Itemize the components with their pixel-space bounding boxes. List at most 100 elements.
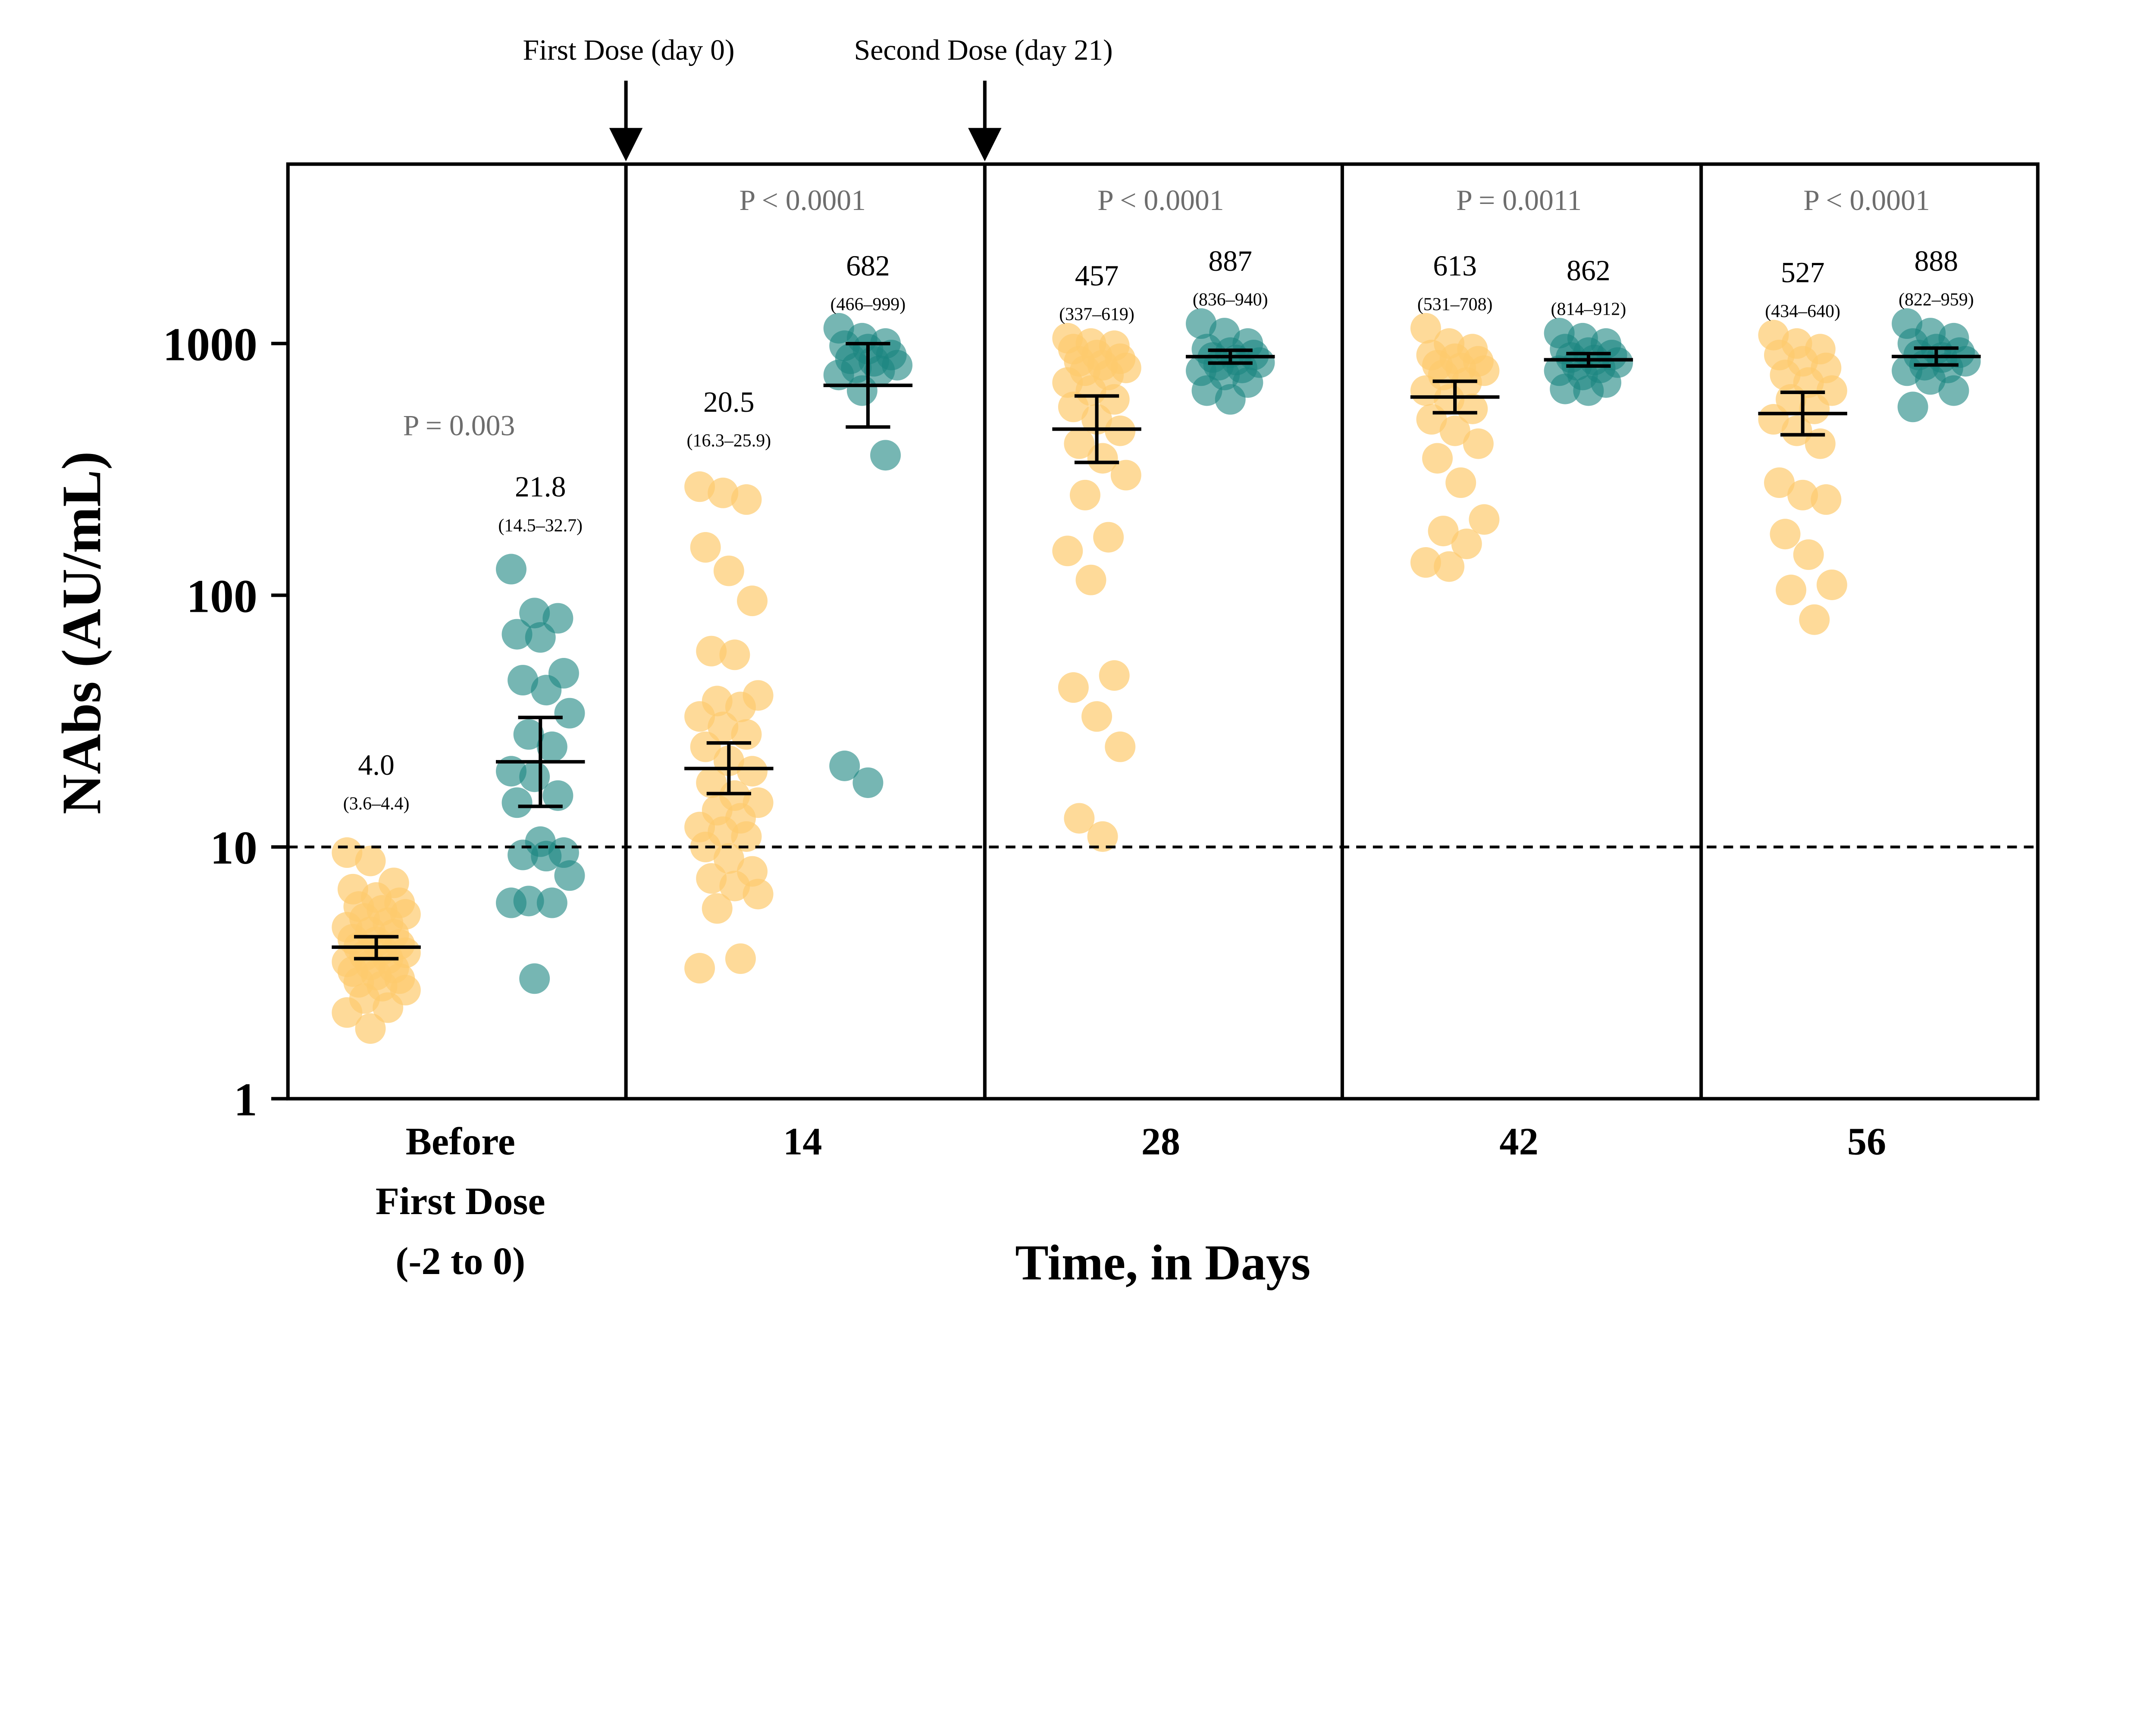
data-point [852, 767, 884, 798]
data-point [725, 692, 756, 723]
data-point [373, 992, 404, 1023]
data-point [829, 750, 860, 781]
ci-label: (822–959) [1899, 290, 1974, 310]
y-tick-label: 1 [234, 1073, 257, 1126]
data-point [554, 698, 585, 729]
y-axis-title: NAbs (AU/mL) [50, 451, 112, 814]
data-point [1805, 428, 1836, 459]
data-point [1938, 375, 1969, 406]
center-value-label: 21.8 [515, 471, 566, 503]
data-point [1064, 803, 1095, 834]
data-point [1185, 308, 1216, 339]
data-point [1892, 355, 1923, 386]
data-point [1573, 375, 1604, 406]
data-point [1434, 551, 1465, 582]
data-point [870, 440, 901, 471]
data-point [725, 943, 756, 974]
data-point [1799, 393, 1830, 424]
data-point [846, 375, 877, 406]
ci-label: (337–619) [1059, 304, 1134, 324]
data-point [719, 639, 750, 670]
data-point [1099, 660, 1130, 691]
data-point [731, 484, 762, 515]
center-value-label: 887 [1208, 245, 1252, 277]
x-tick-label: 28 [1141, 1120, 1180, 1163]
data-point [1764, 467, 1795, 498]
error-bars [332, 341, 1981, 961]
data-point [684, 701, 715, 732]
data-point [536, 887, 567, 918]
data-point [1410, 313, 1441, 344]
data-point [1451, 528, 1482, 559]
data-point [1770, 519, 1801, 550]
data-point [496, 756, 526, 787]
data-point [696, 863, 727, 894]
data-point [332, 997, 363, 1028]
data-point [1439, 415, 1470, 446]
panel-separators [624, 164, 1703, 1099]
data-point [702, 893, 733, 924]
data-point [713, 555, 744, 586]
data-point [531, 841, 562, 872]
data-point [731, 821, 762, 852]
ci-label: (434–640) [1765, 301, 1840, 321]
data-point [525, 622, 556, 653]
ci-label: (3.6–4.4) [343, 794, 410, 814]
p-value-label: P = 0.0011 [1456, 184, 1582, 216]
center-value-label: 862 [1567, 254, 1611, 287]
data-point [1099, 384, 1130, 415]
ci-label: (14.5–32.7) [498, 516, 583, 535]
data-point [1897, 391, 1928, 423]
data-point [1058, 391, 1089, 423]
p-value-label: P = 0.003 [403, 410, 515, 442]
data-point [1215, 384, 1246, 415]
x-tick-label: 42 [1499, 1120, 1538, 1163]
data-point [554, 860, 585, 891]
data-point [684, 471, 715, 502]
data-point [1069, 479, 1100, 510]
x-tick-label: (-2 to 0) [395, 1240, 525, 1283]
center-value-label: 457 [1075, 260, 1119, 292]
x-tick-label: 56 [1847, 1120, 1886, 1163]
data-point [519, 598, 550, 629]
second-dose-arrow [968, 81, 1002, 162]
value-labels: P = 0.003 4.0 (3.6–4.4) 21.8 (14.5–32.7) P < … [343, 184, 1974, 814]
data-point [542, 780, 573, 811]
data-point [332, 837, 363, 868]
data-point [519, 761, 550, 792]
data-point [1087, 443, 1118, 474]
data-point [1770, 360, 1801, 391]
data-point [1093, 522, 1124, 553]
y-tick-label: 1000 [163, 318, 257, 370]
data-point [690, 731, 721, 762]
plot-frame [286, 162, 2040, 1101]
data-point [1457, 393, 1488, 424]
data-point [737, 756, 768, 787]
data-point [1052, 535, 1083, 567]
p-value-label: P < 0.0001 [740, 184, 866, 216]
data-point [1052, 367, 1083, 398]
y-tick-label: 100 [186, 570, 257, 622]
ci-label: (836–940) [1193, 290, 1268, 310]
data-point [696, 767, 727, 798]
x-axis-title: Time, in Days [1015, 1236, 1310, 1291]
ci-label: (531–708) [1417, 294, 1493, 314]
data-point [501, 619, 533, 650]
data-point [1075, 564, 1106, 595]
data-point [1445, 467, 1476, 498]
data-point [1799, 604, 1830, 635]
center-value-label: 4.0 [358, 749, 395, 781]
data-point [719, 870, 750, 902]
x-axis-labels: Before First Dose (-2 to 0) 14 28 42 56 [376, 1120, 1886, 1282]
center-value-label: 888 [1915, 245, 1959, 277]
data-point [1191, 375, 1222, 406]
y-axis: 1 10 100 1000 [163, 318, 288, 1126]
data-point [1915, 364, 1946, 395]
data-point [496, 554, 526, 585]
data-point [536, 731, 567, 762]
data-point [531, 675, 562, 706]
x-tick-label: Before [406, 1120, 515, 1163]
data-point [1811, 484, 1842, 515]
data-point [1793, 539, 1824, 570]
data-point [1081, 701, 1112, 732]
